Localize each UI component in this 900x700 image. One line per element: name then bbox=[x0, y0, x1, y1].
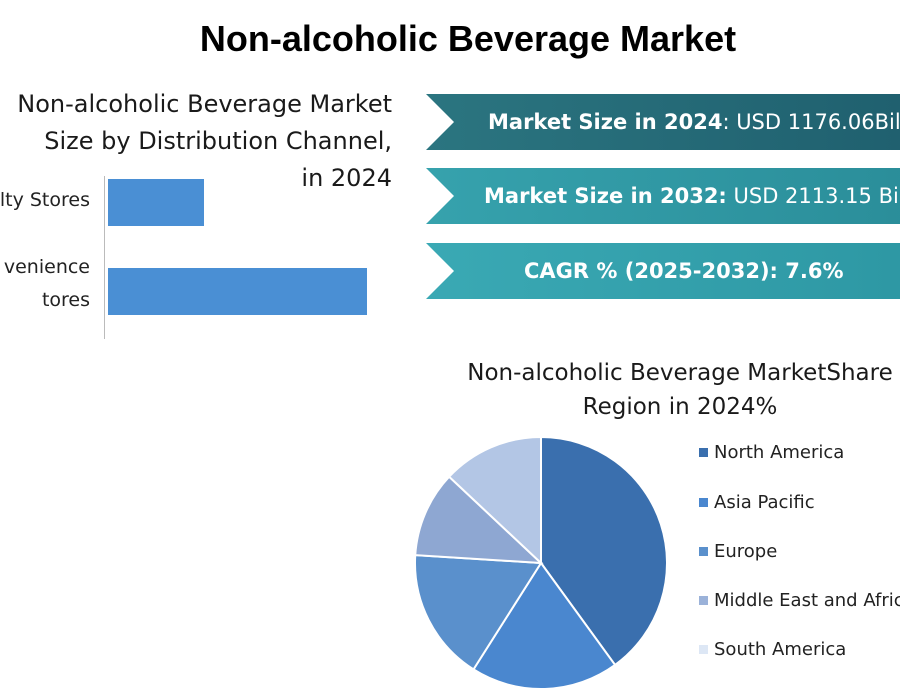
pie-slice bbox=[472, 561, 617, 691]
legend-item: South America bbox=[699, 639, 846, 661]
bar bbox=[108, 268, 367, 315]
pie-chart-title-line: Region in 2024% bbox=[582, 394, 778, 420]
legend-item: North America bbox=[699, 442, 844, 464]
bar-category-label-line: venience bbox=[3, 256, 90, 278]
bar-category-label-line: lty Stores bbox=[0, 189, 90, 211]
metric-value: : USD 1176.06Billion bbox=[722, 110, 900, 134]
bar bbox=[108, 179, 204, 226]
metric-label: Market Size in 2032: bbox=[484, 184, 727, 208]
bar-category-label: lty Stores bbox=[0, 184, 90, 217]
bar-category-label-line: tores bbox=[41, 289, 90, 311]
metric-value: USD 2113.15 Billion bbox=[733, 184, 900, 208]
legend-label: Middle East and Afric bbox=[714, 590, 900, 611]
bar-chart-title-line: Non-alcoholic Beverage Market bbox=[17, 90, 392, 118]
bar-chart-title: Non-alcoholic Beverage Market Size by Di… bbox=[0, 86, 392, 197]
cagr-banner: CAGR % (2025-2032): 7.6% bbox=[426, 243, 900, 299]
bar-chart-title-line: Size by Distribution Channel, bbox=[44, 127, 392, 155]
metric-value: CAGR % (2025-2032): 7.6% bbox=[524, 259, 844, 283]
legend-label: South America bbox=[714, 639, 847, 660]
legend-item: Europe bbox=[699, 541, 777, 563]
legend-item: Asia Pacific bbox=[699, 492, 815, 514]
pie-slice bbox=[414, 475, 544, 565]
bar-chart-axis bbox=[104, 176, 105, 339]
legend-item: Middle East and Afric bbox=[699, 590, 900, 612]
page-title: Non-alcoholic Beverage Market bbox=[199, 18, 737, 59]
legend-label: Europe bbox=[714, 541, 778, 562]
market-size-2032-banner: Market Size in 2032: USD 2113.15 Billion bbox=[426, 168, 900, 224]
legend-swatch bbox=[699, 596, 708, 605]
pie-chart bbox=[414, 435, 668, 691]
pie-slice bbox=[540, 435, 668, 667]
legend-swatch bbox=[699, 498, 708, 507]
market-size-2024-banner: Market Size in 2024: USD 1176.06Billion bbox=[426, 94, 900, 150]
pie-slice bbox=[414, 554, 543, 671]
pie-chart-title: Non-alcoholic Beverage MarketShare Regio… bbox=[430, 356, 900, 424]
bar-category-label: venience tores bbox=[4, 251, 90, 317]
bar-chart-title-line: in 2024 bbox=[301, 164, 392, 192]
legend-label: North America bbox=[714, 442, 845, 463]
metric-label: Market Size in 2024 bbox=[488, 110, 723, 134]
legend-label: Asia Pacific bbox=[714, 492, 815, 513]
legend-swatch bbox=[699, 547, 708, 556]
pie-slice bbox=[447, 435, 542, 566]
pie-chart-title-line: Non-alcoholic Beverage MarketShare bbox=[467, 360, 893, 386]
legend-swatch bbox=[699, 448, 708, 457]
legend-swatch bbox=[699, 645, 708, 654]
